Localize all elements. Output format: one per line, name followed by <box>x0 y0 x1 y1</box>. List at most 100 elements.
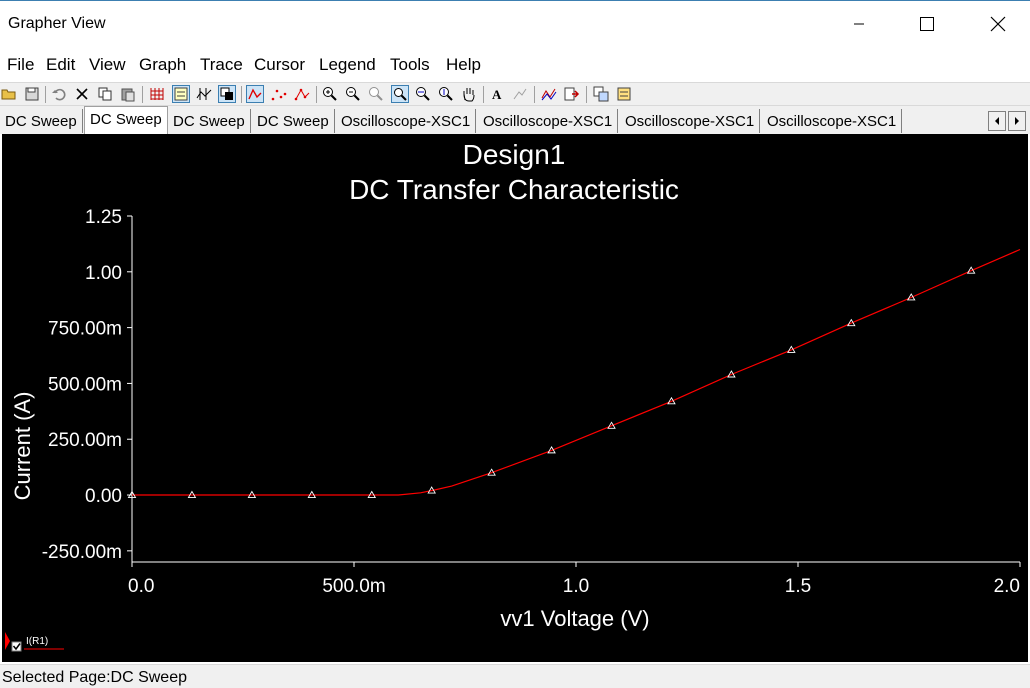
show-points-button[interactable] <box>270 85 288 103</box>
tab-scroll-right-button[interactable] <box>1008 111 1026 131</box>
chart-series <box>127 248 1021 498</box>
chart-svg: Design1 DC Transfer Characteristic Curre… <box>5 139 1021 652</box>
tab-dc-sweep-3[interactable]: DC Sweep <box>168 109 251 133</box>
zoom-in-button[interactable] <box>321 85 339 103</box>
label-button[interactable] <box>511 85 529 103</box>
toolbar-separator <box>586 86 587 103</box>
add-trace-button[interactable] <box>540 85 558 103</box>
zoom-in-icon <box>323 87 337 101</box>
delete-button[interactable] <box>73 85 91 103</box>
add-trace-icon <box>541 88 557 101</box>
data-point <box>607 421 616 429</box>
tab-oscilloscope-1[interactable]: Oscilloscope-XSC1 <box>336 109 477 133</box>
data-point <box>846 318 856 327</box>
menu-file[interactable]: File <box>7 55 35 74</box>
open-button[interactable] <box>0 85 18 103</box>
legend-marker-icon <box>5 632 10 650</box>
minimize-button[interactable] <box>836 1 882 47</box>
overlay-button[interactable] <box>592 85 610 103</box>
maximize-button[interactable] <box>904 1 950 47</box>
data-point <box>427 486 436 494</box>
label-icon <box>513 88 527 100</box>
open-icon <box>1 89 16 100</box>
legend-check-icon <box>12 643 21 651</box>
y-tick-label: 250.00m <box>48 430 122 451</box>
legend-button[interactable] <box>172 85 190 103</box>
undo-button[interactable] <box>50 85 68 103</box>
menu-cursor[interactable]: Cursor <box>254 55 306 74</box>
window-title: Grapher View <box>8 15 106 32</box>
zoom-y-button[interactable] <box>437 85 455 103</box>
export-button[interactable] <box>563 85 581 103</box>
zoom-y-icon <box>439 87 453 101</box>
save-button[interactable] <box>23 85 41 103</box>
menu-bar: File Edit View Graph Trace Cursor Legend… <box>0 46 1030 82</box>
zoom-x-icon <box>416 87 430 101</box>
cursors-button[interactable] <box>195 85 213 103</box>
toolbar-separator <box>142 86 143 103</box>
properties-button[interactable] <box>615 85 633 103</box>
close-icon <box>990 16 1006 32</box>
paste-button[interactable] <box>119 85 137 103</box>
text-icon: A <box>492 87 502 102</box>
reverse-colors-button[interactable] <box>218 85 236 103</box>
chart-subtitle: DC Transfer Characteristic <box>349 174 679 205</box>
data-point <box>667 396 676 405</box>
grid-button[interactable] <box>148 85 166 103</box>
chart-axes <box>131 216 1020 563</box>
menu-edit[interactable]: Edit <box>46 55 76 74</box>
chart-ticks: 1.25 1.00 750.00m 500.00m 250.00m 0.00 -250.00… <box>42 207 1021 597</box>
tab-oscilloscope-3[interactable]: Oscilloscope-XSC1 <box>620 109 761 133</box>
zoom-full-icon <box>394 88 407 101</box>
status-bar: Selected Page:DC Sweep <box>0 664 1030 688</box>
zoom-x-button[interactable] <box>414 85 432 103</box>
data-point <box>487 468 496 476</box>
y-tick-label: 500.00m <box>48 374 122 395</box>
data-point <box>187 490 197 498</box>
menu-trace[interactable]: Trace <box>200 55 243 74</box>
x-tick-label: 0.0 <box>128 576 154 597</box>
text-button[interactable]: A <box>488 85 506 103</box>
tab-dc-sweep-2[interactable]: DC Sweep <box>84 106 168 134</box>
show-lines-points-button[interactable] <box>293 85 311 103</box>
menu-tools[interactable]: Tools <box>390 55 430 74</box>
status-text: Selected Page:DC Sweep <box>2 669 187 686</box>
copy-button[interactable] <box>96 85 114 103</box>
zoom-out-button[interactable] <box>344 85 362 103</box>
tab-dc-sweep-4[interactable]: DC Sweep <box>252 109 335 133</box>
show-lines-button[interactable] <box>246 85 264 103</box>
data-point <box>787 345 796 353</box>
zoom-area-button[interactable] <box>367 85 385 103</box>
x-tick-label: 2.0 <box>994 576 1020 597</box>
toolbar: A <box>0 82 1030 106</box>
zoom-full-button[interactable] <box>391 85 409 103</box>
minimize-icon <box>854 23 864 25</box>
grid-icon <box>150 88 164 100</box>
cursors-icon <box>196 88 212 100</box>
menu-legend[interactable]: Legend <box>319 55 376 74</box>
show-points-icon <box>271 89 287 101</box>
graph-canvas[interactable]: Design1 DC Transfer Characteristic Curre… <box>2 134 1028 662</box>
tab-oscilloscope-4[interactable]: Oscilloscope-XSC1 <box>762 109 903 133</box>
pan-button[interactable] <box>460 85 478 103</box>
legend-checkbox[interactable] <box>11 641 22 652</box>
menu-help[interactable]: Help <box>446 55 481 74</box>
export-icon <box>564 87 580 101</box>
toolbar-separator <box>241 86 242 103</box>
toolbar-separator <box>534 86 535 103</box>
data-point <box>247 490 257 498</box>
tab-dc-sweep-1[interactable]: DC Sweep <box>0 109 83 133</box>
menu-view[interactable]: View <box>89 55 126 74</box>
copy-icon <box>98 87 112 101</box>
reverse-colors-icon <box>220 87 233 100</box>
chevron-right-icon <box>1015 117 1019 125</box>
maximize-icon <box>920 17 934 31</box>
tab-scroll-left-button[interactable] <box>988 111 1006 131</box>
tab-oscilloscope-2[interactable]: Oscilloscope-XSC1 <box>478 109 619 133</box>
data-point <box>127 490 137 498</box>
properties-icon <box>617 87 631 101</box>
close-button[interactable] <box>975 1 1021 47</box>
show-lines-points-icon <box>294 88 310 101</box>
y-tick-label: -250.00m <box>42 542 122 563</box>
menu-graph[interactable]: Graph <box>139 55 187 74</box>
